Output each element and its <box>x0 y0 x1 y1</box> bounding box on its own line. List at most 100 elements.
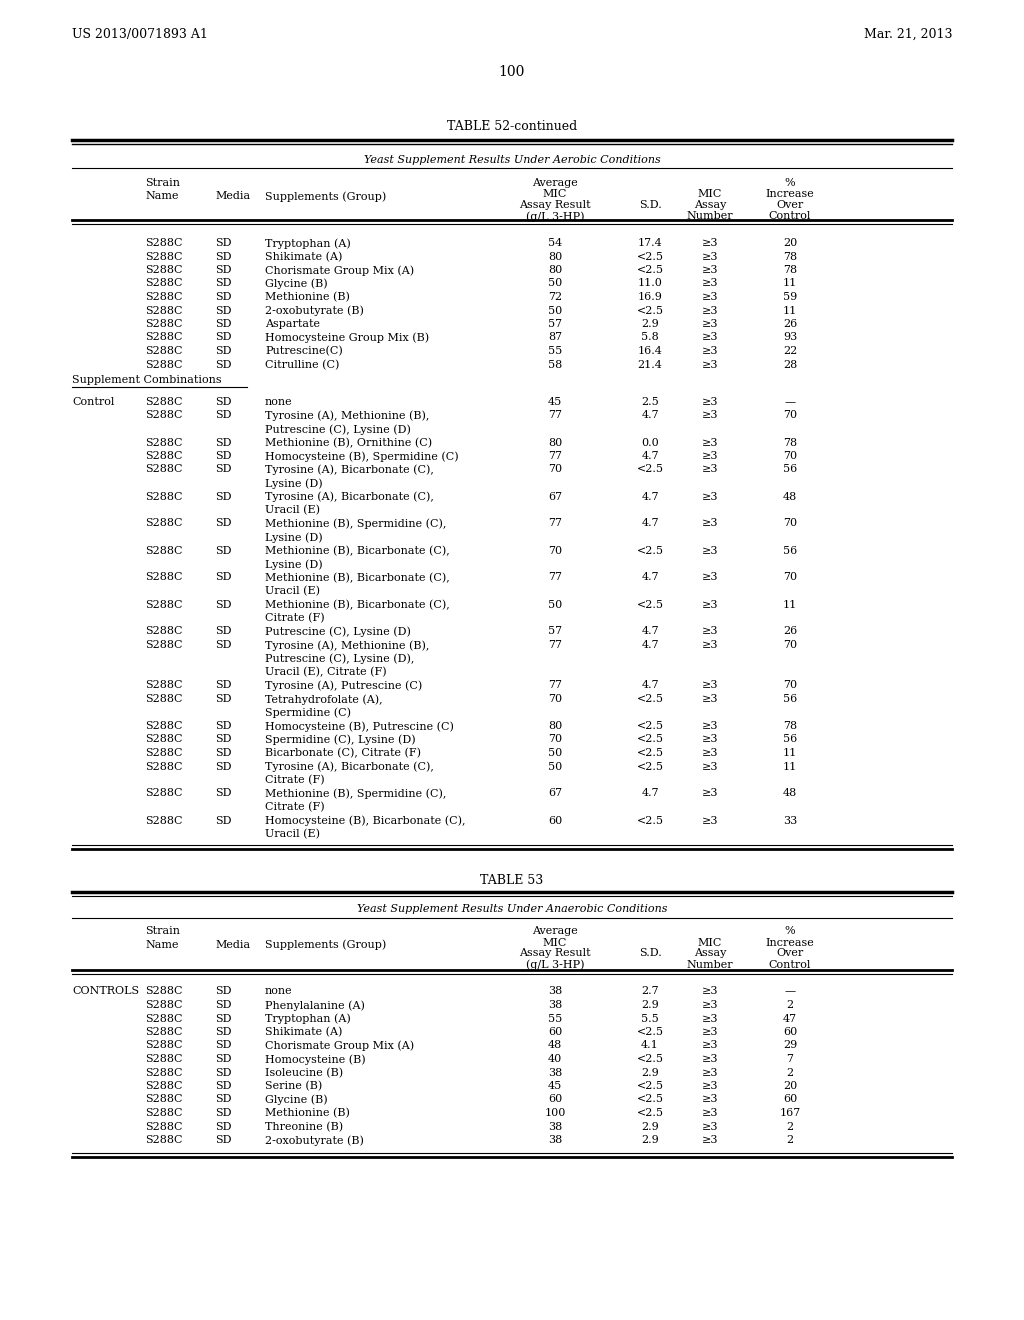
Text: 11: 11 <box>783 305 797 315</box>
Text: SD: SD <box>215 1001 231 1010</box>
Text: 78: 78 <box>783 437 797 447</box>
Text: ≥3: ≥3 <box>701 1107 718 1118</box>
Text: 38: 38 <box>548 1135 562 1144</box>
Text: S288C: S288C <box>145 788 182 799</box>
Text: 70: 70 <box>548 734 562 744</box>
Text: 2.9: 2.9 <box>641 1135 658 1144</box>
Text: SD: SD <box>215 305 231 315</box>
Text: ≥3: ≥3 <box>701 1053 718 1064</box>
Text: S288C: S288C <box>145 1122 182 1131</box>
Text: Aspartate: Aspartate <box>265 319 319 329</box>
Text: Tyrosine (A), Putrescine (C): Tyrosine (A), Putrescine (C) <box>265 681 422 692</box>
Text: S288C: S288C <box>145 491 182 502</box>
Text: ≥3: ≥3 <box>701 1014 718 1023</box>
Text: Methionine (B), Bicarbonate (C),: Methionine (B), Bicarbonate (C), <box>265 545 450 556</box>
Text: Putrescine (C), Lysine (D): Putrescine (C), Lysine (D) <box>265 627 411 638</box>
Text: 70: 70 <box>783 451 797 461</box>
Text: 2.7: 2.7 <box>641 986 658 997</box>
Text: ≥3: ≥3 <box>701 599 718 610</box>
Text: Media: Media <box>215 191 250 201</box>
Text: S288C: S288C <box>145 640 182 649</box>
Text: <2.5: <2.5 <box>637 265 664 275</box>
Text: 29: 29 <box>783 1040 797 1051</box>
Text: SD: SD <box>215 1014 231 1023</box>
Text: Glycine (B): Glycine (B) <box>265 1094 328 1105</box>
Text: 4.7: 4.7 <box>641 491 658 502</box>
Text: 87: 87 <box>548 333 562 342</box>
Text: Homocysteine (B), Bicarbonate (C),: Homocysteine (B), Bicarbonate (C), <box>265 816 466 826</box>
Text: 0.0: 0.0 <box>641 437 658 447</box>
Text: SD: SD <box>215 748 231 758</box>
Text: 77: 77 <box>548 573 562 582</box>
Text: S288C: S288C <box>145 411 182 421</box>
Text: 22: 22 <box>783 346 797 356</box>
Text: ≥3: ≥3 <box>701 640 718 649</box>
Text: ≥3: ≥3 <box>701 279 718 289</box>
Text: 70: 70 <box>783 573 797 582</box>
Text: S288C: S288C <box>145 1068 182 1077</box>
Text: SD: SD <box>215 1081 231 1092</box>
Text: Methionine (B): Methionine (B) <box>265 292 350 302</box>
Text: ≥3: ≥3 <box>701 519 718 528</box>
Text: 4.7: 4.7 <box>641 519 658 528</box>
Text: <2.5: <2.5 <box>637 734 664 744</box>
Text: S288C: S288C <box>145 519 182 528</box>
Text: 2: 2 <box>786 1122 794 1131</box>
Text: <2.5: <2.5 <box>637 465 664 474</box>
Text: 77: 77 <box>548 451 562 461</box>
Text: MIC: MIC <box>697 189 722 199</box>
Text: Methionine (B), Bicarbonate (C),: Methionine (B), Bicarbonate (C), <box>265 573 450 583</box>
Text: 77: 77 <box>548 640 562 649</box>
Text: Uracil (E): Uracil (E) <box>265 829 319 840</box>
Text: S288C: S288C <box>145 1001 182 1010</box>
Text: <2.5: <2.5 <box>637 305 664 315</box>
Text: ≥3: ≥3 <box>701 346 718 356</box>
Text: ≥3: ≥3 <box>701 265 718 275</box>
Text: SD: SD <box>215 1094 231 1105</box>
Text: 55: 55 <box>548 346 562 356</box>
Text: <2.5: <2.5 <box>637 762 664 771</box>
Text: 2-oxobutyrate (B): 2-oxobutyrate (B) <box>265 305 364 315</box>
Text: S.D.: S.D. <box>639 949 662 958</box>
Text: SD: SD <box>215 681 231 690</box>
Text: <2.5: <2.5 <box>637 1094 664 1105</box>
Text: <2.5: <2.5 <box>637 1053 664 1064</box>
Text: S288C: S288C <box>145 545 182 556</box>
Text: Number: Number <box>687 211 733 220</box>
Text: Average: Average <box>532 927 578 936</box>
Text: Homocysteine (B): Homocysteine (B) <box>265 1053 366 1064</box>
Text: <2.5: <2.5 <box>637 694 664 704</box>
Text: 20: 20 <box>783 238 797 248</box>
Text: Tryptophan (A): Tryptophan (A) <box>265 1014 351 1024</box>
Text: S288C: S288C <box>145 346 182 356</box>
Text: 60: 60 <box>783 1027 797 1038</box>
Text: ≥3: ≥3 <box>701 1081 718 1092</box>
Text: Citrate (F): Citrate (F) <box>265 803 325 812</box>
Text: 50: 50 <box>548 279 562 289</box>
Text: 45: 45 <box>548 1081 562 1092</box>
Text: SD: SD <box>215 545 231 556</box>
Text: SD: SD <box>215 292 231 302</box>
Text: Uracil (E), Citrate (F): Uracil (E), Citrate (F) <box>265 667 387 677</box>
Text: S288C: S288C <box>145 238 182 248</box>
Text: SD: SD <box>215 265 231 275</box>
Text: ≥3: ≥3 <box>701 437 718 447</box>
Text: 78: 78 <box>783 721 797 731</box>
Text: 11.0: 11.0 <box>638 279 663 289</box>
Text: ≥3: ≥3 <box>701 359 718 370</box>
Text: Over: Over <box>776 949 804 958</box>
Text: <2.5: <2.5 <box>637 599 664 610</box>
Text: <2.5: <2.5 <box>637 1027 664 1038</box>
Text: Assay: Assay <box>694 949 726 958</box>
Text: %: % <box>784 178 796 187</box>
Text: 59: 59 <box>783 292 797 302</box>
Text: 2.9: 2.9 <box>641 1068 658 1077</box>
Text: ≥3: ≥3 <box>701 319 718 329</box>
Text: Chorismate Group Mix (A): Chorismate Group Mix (A) <box>265 265 414 276</box>
Text: ≥3: ≥3 <box>701 986 718 997</box>
Text: SD: SD <box>215 519 231 528</box>
Text: ≥3: ≥3 <box>701 545 718 556</box>
Text: SD: SD <box>215 1027 231 1038</box>
Text: 77: 77 <box>548 519 562 528</box>
Text: Shikimate (A): Shikimate (A) <box>265 1027 342 1038</box>
